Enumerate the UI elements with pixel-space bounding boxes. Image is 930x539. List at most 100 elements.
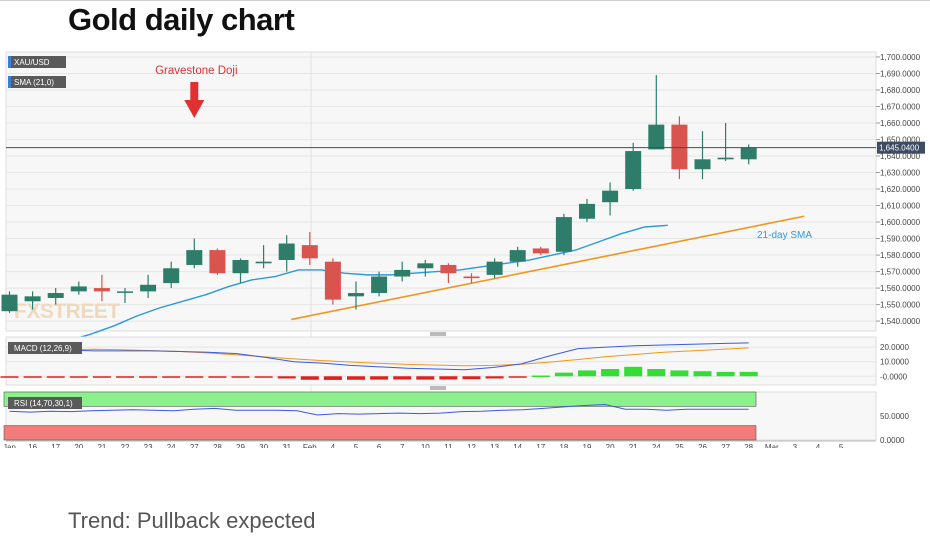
x-tick-label: 5	[839, 443, 844, 448]
rsi-oversold-band	[3, 425, 757, 441]
x-tick-label: 6	[377, 443, 382, 448]
x-tick-label: 27	[721, 443, 730, 448]
trend-caption: Trend: Pullback expected	[68, 508, 316, 533]
x-tick-label: 29	[236, 443, 245, 448]
top-divider	[0, 0, 930, 1]
macd-histogram-bar	[531, 375, 550, 378]
panel-resize-handle	[430, 386, 446, 390]
candle-body	[440, 264, 457, 274]
candle-body	[163, 268, 180, 284]
macd-signal-line	[9, 347, 749, 367]
price-tick-label: 1,570.0000	[880, 268, 921, 277]
candle-body	[740, 147, 757, 160]
candle-body	[694, 159, 711, 170]
sma-annotation: 21-day SMA	[757, 230, 812, 241]
x-tick-label: 13	[490, 443, 499, 448]
rsi-overbought-band	[3, 391, 757, 407]
price-tick-label: 1,660.0000	[880, 119, 921, 128]
candle-body	[648, 124, 665, 150]
candle-body	[717, 157, 734, 160]
macd-histogram-bar	[739, 371, 758, 377]
macd-tick-label: 10.0000	[880, 358, 909, 367]
macd-histogram-bar	[508, 376, 527, 378]
x-tick-label: 20	[74, 443, 83, 448]
candle-body	[417, 263, 434, 269]
macd-tick-label: -0.0000	[880, 372, 908, 381]
price-tick-label: 1,610.0000	[880, 202, 921, 211]
x-tick-label: 10	[421, 443, 430, 448]
x-tick-label: 27	[190, 443, 199, 448]
x-tick-label: 22	[121, 443, 130, 448]
x-tick-label: 17	[51, 443, 60, 448]
fxstreet-watermark: FXSTREET	[14, 300, 120, 323]
x-tick-label: 4	[816, 443, 821, 448]
x-tick-label: 21	[97, 443, 106, 448]
candle-body	[324, 261, 341, 300]
price-tick-label: 1,590.0000	[880, 235, 921, 244]
rsi-line	[9, 403, 749, 416]
candle-body	[301, 245, 318, 259]
price-panel	[5, 51, 877, 332]
macd-histogram-bar	[554, 372, 573, 377]
gold-chart: 1,540.0000 1,550.0000 1,560.0000 1,570.0000…	[0, 51, 925, 448]
price-tick-label: 1,580.0000	[880, 251, 921, 260]
macd-histogram-bar	[0, 376, 19, 378]
x-tick-label: 12	[467, 443, 476, 448]
x-tick-label: 11	[444, 443, 453, 448]
x-tick-label: 17	[536, 443, 545, 448]
x-tick-label: 25	[675, 443, 684, 448]
current-price-label: 1,645.0400	[879, 144, 920, 153]
price-tick-label: 1,640.0000	[880, 152, 921, 161]
candle-body	[1, 294, 18, 312]
down-arrow-shaft	[190, 82, 199, 102]
macd-histogram-bar	[323, 376, 342, 380]
x-tick-label: Mar	[765, 443, 779, 448]
symbol-label: XAU/USD	[14, 58, 50, 67]
macd-histogram-bar	[485, 376, 504, 379]
macd-histogram-bar	[46, 376, 65, 378]
macd-line	[9, 342, 749, 371]
rsi-tick-label: 0.0000	[880, 436, 905, 445]
x-tick-label: 31	[282, 443, 291, 448]
candle-body	[625, 151, 642, 190]
macd-histogram-bar	[716, 371, 735, 377]
x-tick-label: 5	[354, 443, 359, 448]
x-tick-label: 4	[331, 443, 336, 448]
price-tick-label: 1,690.0000	[880, 69, 921, 78]
candle-body	[209, 250, 226, 274]
macd-histogram-bar	[578, 370, 596, 377]
x-tick-label: 24	[167, 443, 176, 448]
macd-histogram-bar	[208, 376, 227, 378]
price-tick-label: 1,540.0000	[880, 317, 921, 326]
price-tick-label: 1,620.0000	[880, 185, 921, 194]
sma-legend-badge	[8, 76, 66, 88]
macd-histogram-bar	[254, 376, 273, 378]
x-tick-label: 21	[629, 443, 638, 448]
candle-body	[486, 261, 503, 275]
candle-body	[671, 124, 688, 170]
price-tick-label: 1,560.0000	[880, 284, 921, 293]
price-tick-label: 1,600.0000	[880, 218, 921, 227]
price-tick-label: 1,630.0000	[880, 169, 921, 178]
macd-histogram-bar	[23, 376, 42, 378]
macd-histogram-bar	[162, 376, 181, 378]
candle-body	[602, 190, 619, 203]
price-tick-label: 1,650.0000	[880, 135, 921, 144]
rsi-legend-label: RSI (14,70,30,1)	[14, 399, 73, 408]
price-tick-label: 1,700.0000	[880, 53, 921, 62]
sma-legend-label: SMA (21,0)	[14, 78, 54, 87]
macd-histogram-bar	[393, 376, 412, 380]
candle-body	[232, 260, 249, 274]
macd-histogram-bar	[601, 369, 620, 377]
macd-histogram-bar	[92, 376, 111, 378]
macd-histogram-bar	[185, 376, 204, 378]
symbol-badge-accent	[8, 56, 11, 68]
x-tick-label: Feb	[303, 443, 317, 448]
x-tick-label: 16	[28, 443, 37, 448]
macd-histogram-bar	[670, 370, 689, 377]
x-tick-label: 23	[144, 443, 153, 448]
candle-body	[579, 203, 595, 219]
macd-histogram-bar	[116, 376, 134, 378]
macd-histogram-bar	[370, 376, 389, 380]
macd-histogram-bar	[462, 376, 481, 380]
